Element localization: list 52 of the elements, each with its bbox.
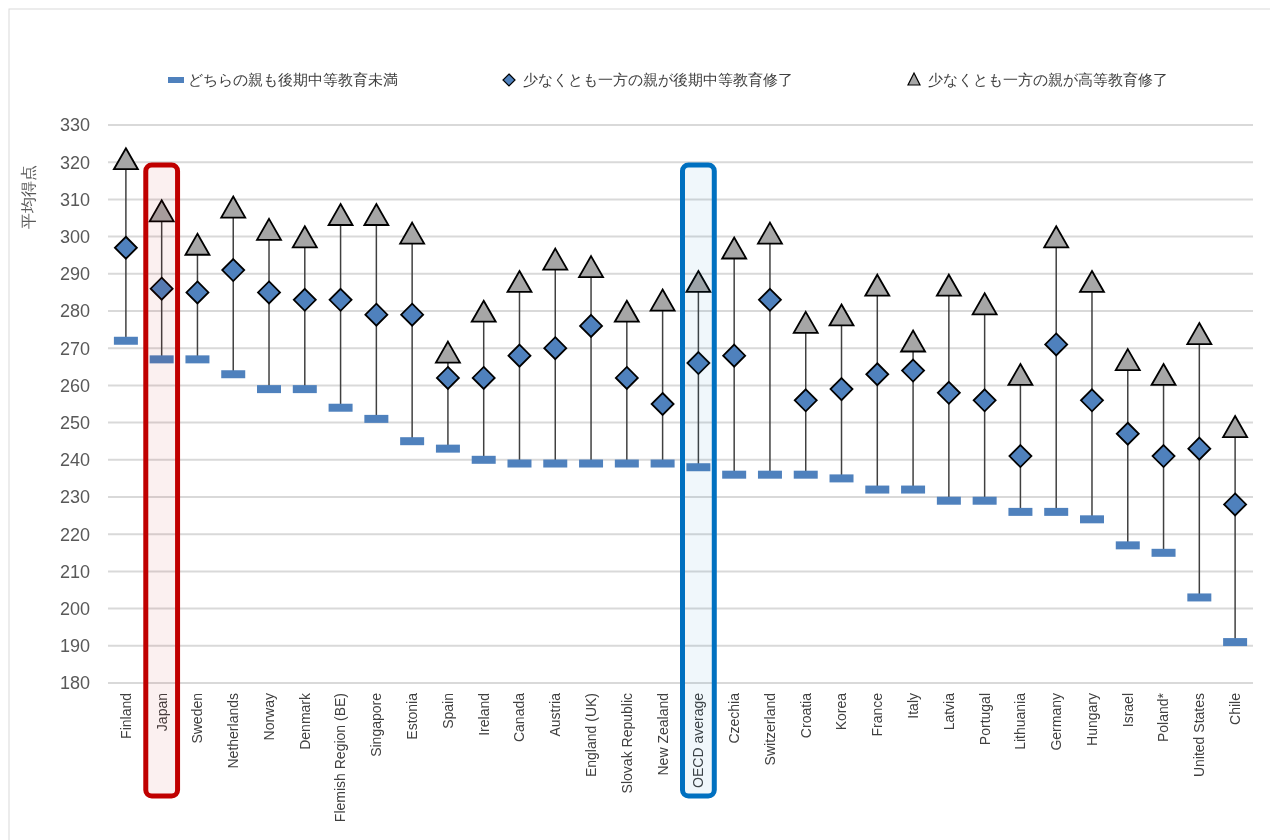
y-axis-title: 平均得点	[19, 165, 37, 229]
x-tick-label: Canada	[511, 692, 528, 743]
x-tick-label: France	[869, 692, 886, 737]
x-tick-label: Poland*	[1155, 692, 1172, 743]
x-tick-label: Netherlands	[225, 693, 242, 769]
x-tick-label: Sweden	[189, 693, 206, 744]
x-tick-label: Germany	[1048, 693, 1065, 751]
y-tick-label: 220	[59, 524, 90, 545]
x-tick-label: United States	[1191, 693, 1208, 778]
y-tick-label: 230	[59, 487, 90, 508]
y-tick-label: 180	[59, 673, 90, 694]
y-tick-label: 260	[59, 375, 90, 396]
y-tick-label: 200	[59, 598, 90, 619]
x-tick-label: Spain	[439, 693, 456, 729]
x-tick-label: Slovak Republic	[618, 693, 635, 794]
x-tick-label: England (UK)	[582, 693, 599, 778]
x-tick-label: Japan	[153, 693, 170, 732]
y-tick-label: 240	[59, 450, 90, 471]
x-tick-label: Czechia	[726, 692, 743, 744]
x-tick-label: New Zealand	[654, 693, 671, 776]
x-tick-label: OECD average	[690, 692, 707, 788]
y-tick-label: 190	[59, 636, 90, 657]
y-tick-label: 310	[59, 189, 90, 210]
y-tick-label: 320	[59, 152, 90, 173]
y-tick-label: 270	[59, 338, 90, 359]
y-tick-label: 290	[59, 264, 90, 285]
x-tick-label: Flemish Region (BE)	[332, 693, 349, 823]
legend-label: どちらの親も後期中等教育未満	[188, 71, 398, 89]
legend-label: 少なくとも一方の親が高等教育修了	[928, 71, 1168, 89]
x-tick-label: Hungary	[1083, 693, 1100, 746]
y-tick-label: 210	[59, 561, 90, 582]
y-tick-label: 330	[59, 115, 90, 136]
x-tick-label: Israel	[1119, 693, 1136, 728]
x-tick-label: Switzerland	[761, 693, 778, 766]
x-tick-label: Italy	[904, 693, 921, 719]
x-tick-label: Portugal	[976, 693, 993, 746]
x-tick-label: Lithuania	[1012, 692, 1029, 750]
x-tick-label: Korea	[833, 692, 850, 731]
legend-label: 少なくとも一方の親が後期中等教育修了	[523, 71, 793, 89]
x-tick-label: Singapore	[368, 692, 385, 757]
x-tick-label: Chile	[1227, 692, 1244, 725]
x-tick-label: Norway	[260, 693, 277, 741]
x-tick-label: Croatia	[797, 692, 814, 739]
y-tick-label: 300	[59, 226, 90, 247]
x-tick-label: Ireland	[475, 693, 492, 736]
y-tick-label: 250	[59, 412, 90, 433]
x-tick-label: Estonia	[404, 692, 421, 740]
x-tick-label: Austria	[547, 692, 564, 737]
x-tick-label: Latvia	[940, 692, 957, 731]
x-tick-label: Denmark	[296, 692, 313, 750]
x-tick-label: Finland	[117, 693, 134, 739]
y-tick-label: 280	[59, 301, 90, 322]
